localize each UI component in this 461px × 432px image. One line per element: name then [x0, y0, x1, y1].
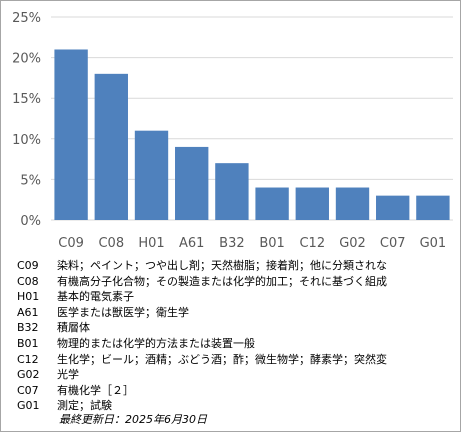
legend-description: 染料；ペイント；つや出し剤；天然樹脂；接着剤；他に分類されな [57, 259, 387, 272]
legend-row-b01: B01 物理的または化学的方法または装置一般 [17, 336, 453, 352]
bar-b32 [215, 163, 249, 220]
legend-code: C07 [17, 383, 39, 397]
legend-description: 生化学；ビール；酒精；ぶどう酒；酢；微生物学；酵素学；突然変 [57, 352, 387, 366]
y-tick-label: 0% [20, 214, 41, 229]
x-tick-label: C08 [98, 236, 124, 251]
legend-row-b32: B32 積層体 [17, 320, 453, 336]
legend-row-g01: G01 測定；試験 [17, 398, 453, 414]
y-tick-label: 20% [12, 52, 41, 67]
legend-row-g02: G02 光学 [17, 367, 453, 383]
legend-row-c12: C12 生化学；ビール；酒精；ぶどう酒；酢；微生物学；酵素学；突然変 [17, 352, 453, 368]
legend-row-c08: C08 有機高分子化合物；その製造または化学的加工；それに基づく組成 [17, 274, 453, 290]
legend-description: 測定；試験 [57, 399, 112, 413]
last-updated-note: 最終更新日：2025年6月30日 [59, 413, 207, 426]
legend-code: C12 [17, 352, 39, 366]
legend-code: B01 [17, 336, 39, 350]
bar-c07 [376, 195, 410, 220]
category-legend: C09 染料；ペイント；つや出し剤；天然樹脂；接着剤；他に分類されな C08 有機高分… [17, 258, 453, 414]
legend-description: 有機化学［２］ [57, 383, 134, 397]
bar-g01 [416, 195, 450, 220]
x-tick-label: B01 [259, 236, 284, 251]
legend-code: C08 [17, 274, 39, 288]
legend-row-c07: C07 有機化学［２］ [17, 383, 453, 399]
legend-code: H01 [17, 290, 40, 304]
bar-g02 [335, 187, 370, 220]
x-tick-label: H01 [138, 236, 164, 251]
bar-h01 [134, 130, 169, 220]
legend-code: G02 [17, 368, 40, 382]
bar-c08 [94, 73, 128, 220]
legend-description: 医学または獣医学；衛生学 [57, 305, 189, 319]
legend-code: C09 [17, 259, 39, 272]
x-tick-label: A61 [179, 236, 204, 251]
y-tick-label: 25% [12, 11, 41, 26]
x-tick-label: C12 [299, 236, 325, 251]
x-tick-label: C09 [58, 236, 84, 251]
y-tick-label: 10% [12, 133, 41, 148]
legend-code: A61 [17, 305, 39, 319]
x-tick-label: G01 [420, 236, 447, 251]
bar-chart: 0% 5% 10% 15% 20% 25% C09 C08 H01 A61 B32 B01 C12 G0… [12, 11, 453, 251]
x-tick-label: B32 [219, 236, 244, 251]
x-tick-label: G02 [339, 236, 366, 251]
legend-description: 物理的または化学的方法または装置一般 [57, 336, 255, 350]
legend-code: G01 [17, 399, 40, 413]
legend-row-c09: C09 染料；ペイント；つや出し剤；天然樹脂；接着剤；他に分類されな [17, 258, 453, 274]
legend-description: 有機高分子化合物；その製造または化学的加工；それに基づく組成 [57, 274, 387, 288]
bar-b01 [255, 187, 289, 220]
legend-description: 積層体 [57, 321, 90, 335]
legend-description: 基本的電気素子 [57, 290, 134, 304]
bar-a61 [175, 146, 209, 220]
bar-c09 [54, 49, 88, 221]
legend-code: B32 [17, 321, 39, 335]
bar-c12 [295, 187, 329, 220]
legend-description: 光学 [57, 368, 79, 382]
x-tick-label: C07 [380, 236, 406, 251]
y-tick-label: 5% [20, 173, 41, 188]
y-tick-label: 15% [12, 92, 41, 107]
legend-row-a61: A61 医学または獣医学；衛生学 [17, 305, 453, 321]
legend-row-h01: H01 基本的電気素子 [17, 289, 453, 305]
